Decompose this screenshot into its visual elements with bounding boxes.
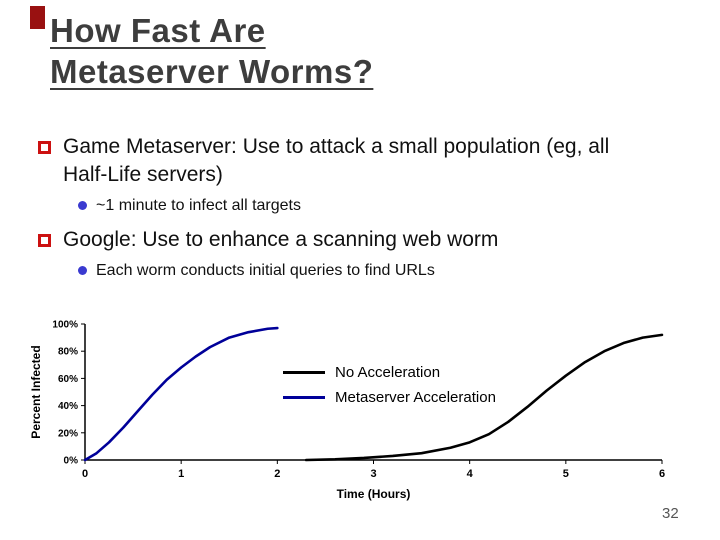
svg-text:0%: 0% [64,456,79,467]
no-acceleration-line-swatch [283,371,325,374]
legend-label: No Acceleration [335,364,441,381]
svg-text:Time (Hours): Time (Hours) [337,487,411,501]
sub-bullet-text: ~1 minute to infect all targets [96,197,301,214]
legend-item-metaserver-acceleration: Metaserver Acceleration [283,385,496,410]
svg-text:3: 3 [370,468,376,480]
legend-label: Metaserver Acceleration [335,389,496,406]
sub-bullet-item: Each worm conducts initial queries to fi… [78,260,703,282]
svg-text:0: 0 [82,468,88,480]
corner-accent-bar [30,6,45,29]
chart-legend: No Acceleration Metaserver Acceleration [283,360,496,410]
circle-bullet-icon [78,201,87,210]
sub-bullet-text: Each worm conducts initial queries to fi… [96,262,435,279]
svg-text:40%: 40% [58,401,78,412]
slide-title-line1: How Fast Are [50,12,266,49]
svg-text:6: 6 [659,468,665,480]
metaserver-acceleration-line-swatch [283,396,325,399]
svg-text:80%: 80% [58,347,78,358]
svg-text:4: 4 [467,468,474,480]
svg-text:1: 1 [178,468,184,480]
svg-text:60%: 60% [58,374,78,385]
square-bullet-icon [38,234,51,247]
circle-bullet-icon [78,266,87,275]
svg-text:2: 2 [274,468,280,480]
square-bullet-icon [38,141,51,154]
svg-text:5: 5 [563,468,569,480]
svg-text:100%: 100% [52,320,78,331]
bullet-text: Game Metaserver: Use to attack a small p… [63,135,610,186]
page-number: 32 [662,505,679,522]
svg-text:20%: 20% [58,428,78,439]
bullet-text: Google: Use to enhance a scanning web wo… [63,228,499,251]
svg-text:Percent Infected: Percent Infected [29,345,43,438]
bullet-list: Game Metaserver: Use to attack a small p… [38,133,703,291]
slide-title-line2: Metaserver Worms? [50,53,374,90]
slide-title: How Fast Are Metaserver Worms? [50,10,373,92]
legend-item-no-acceleration: No Acceleration [283,360,496,385]
sub-bullet-item: ~1 minute to infect all targets [78,195,703,217]
bullet-item: Google: Use to enhance a scanning web wo… [38,226,703,254]
bullet-item: Game Metaserver: Use to attack a small p… [38,133,703,189]
